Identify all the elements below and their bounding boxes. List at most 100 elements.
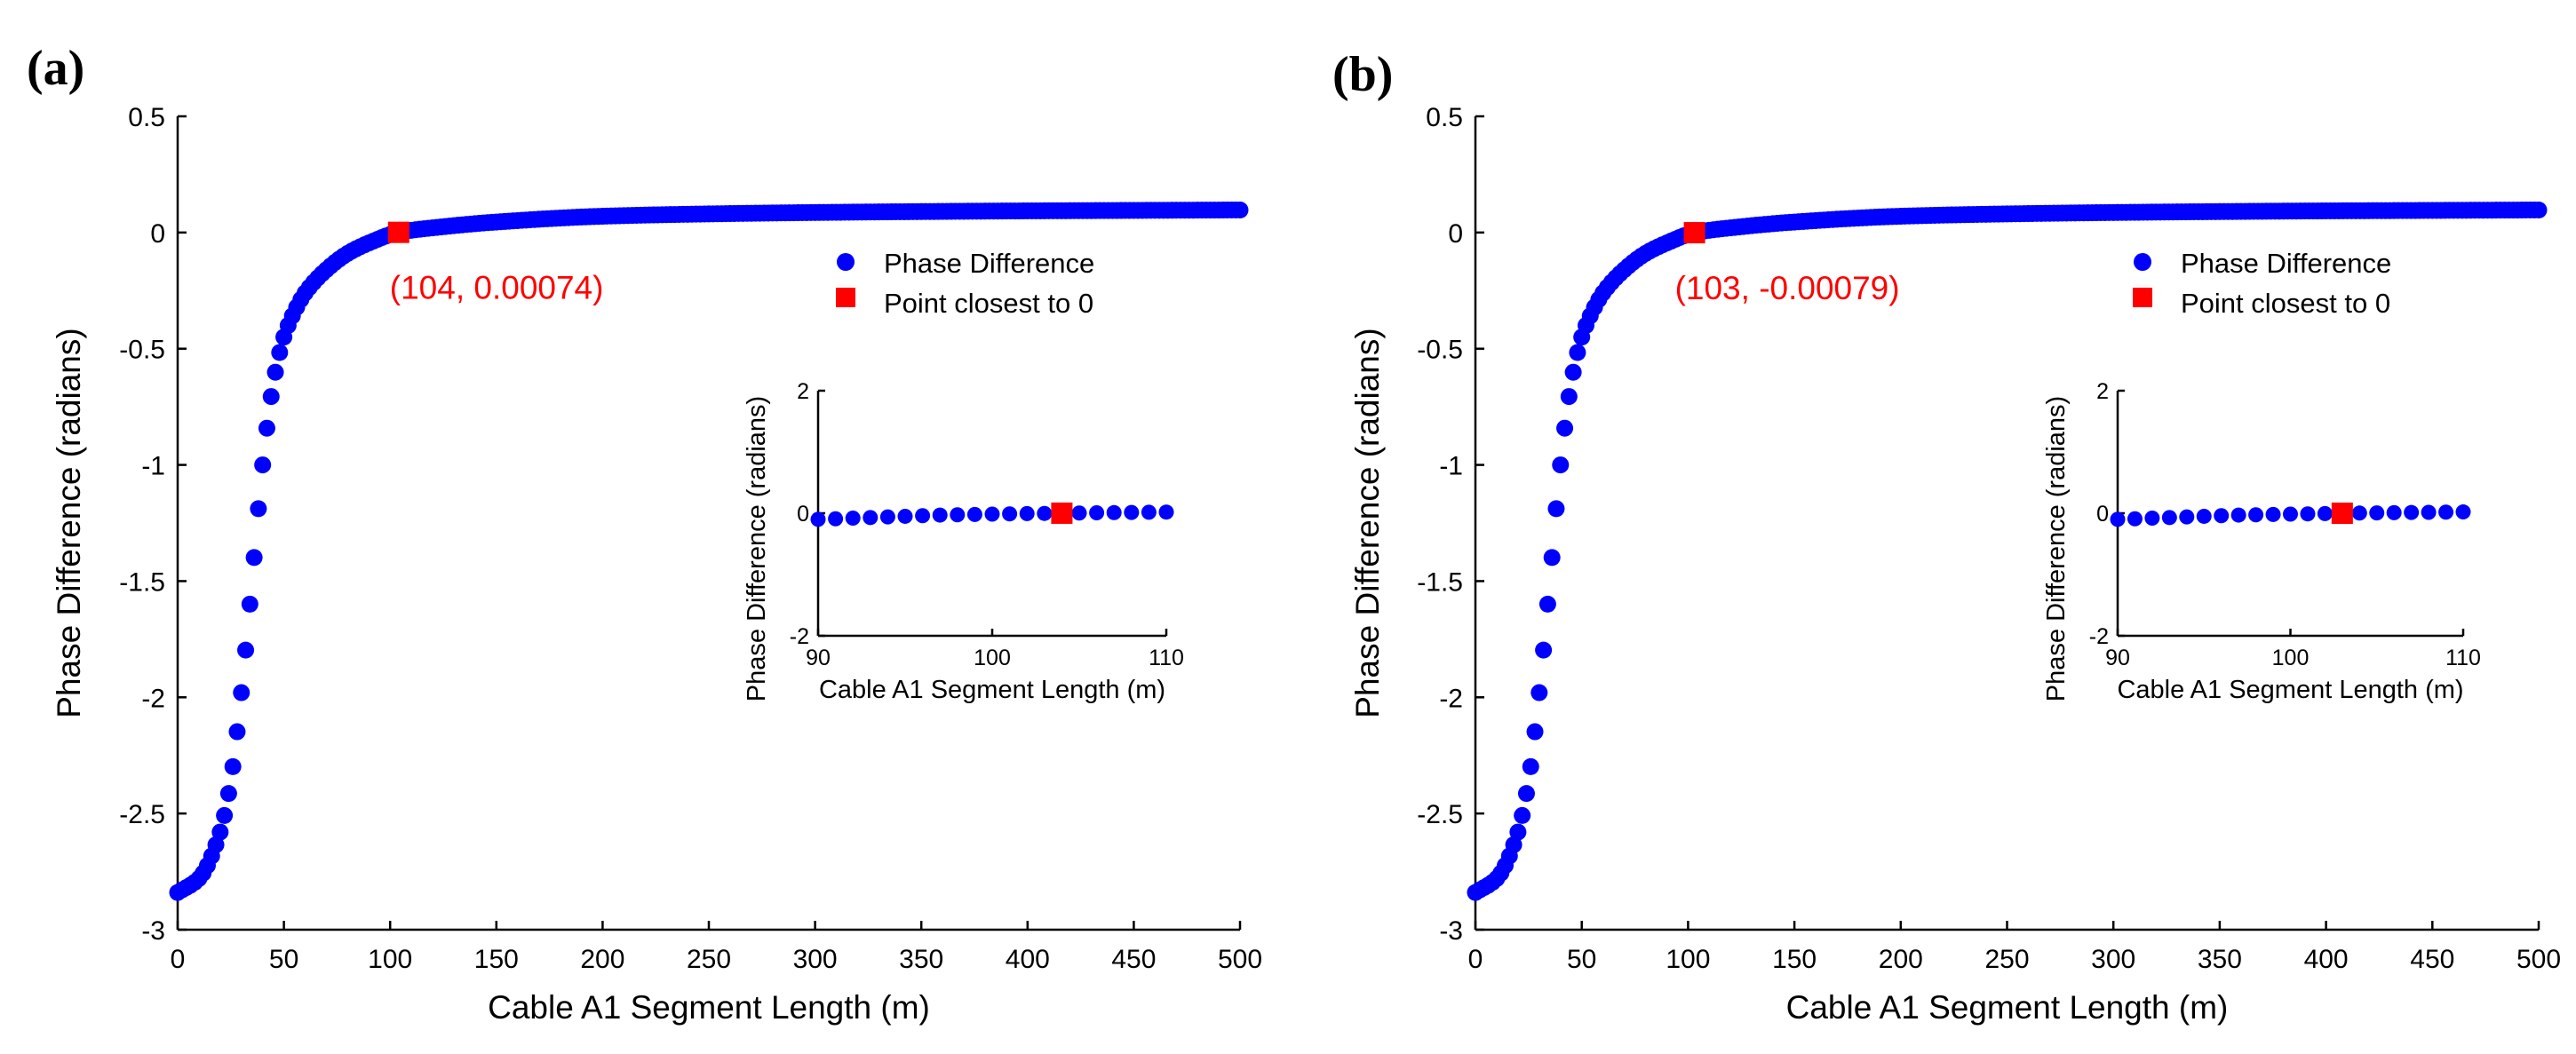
data-point: [258, 419, 275, 437]
data-point: [237, 641, 255, 659]
inset-data-point: [2386, 504, 2402, 520]
x-axis-label: Cable A1 Segment Length (m): [488, 989, 930, 1026]
data-point: [1505, 836, 1523, 853]
y-tick-label: -2: [141, 684, 165, 713]
data-point: [1538, 595, 1556, 613]
x-tick-label: 400: [1006, 945, 1050, 974]
data-point: [1560, 388, 1578, 406]
closest-point-annotation: (103, -0.00079): [1675, 270, 1900, 306]
inset-data-point: [2455, 504, 2471, 520]
inset-data-point: [950, 507, 966, 523]
data-point: [228, 723, 246, 741]
data-point: [207, 836, 225, 853]
y-tick-label: 0.5: [128, 103, 165, 132]
x-tick-label: 50: [269, 945, 298, 974]
inset-x-tick-label: 110: [1149, 646, 1184, 670]
inset-data-point: [2283, 506, 2298, 522]
inset-x-tick-label: 100: [2272, 646, 2310, 670]
inset-data-point: [2404, 504, 2420, 520]
inset-data-point: [2214, 508, 2230, 524]
y-tick-label: -1: [141, 452, 165, 481]
data-point: [245, 549, 263, 567]
data-point: [1517, 785, 1535, 803]
inset-data-point: [879, 509, 895, 525]
inset-closest-point-marker: [2331, 503, 2353, 525]
inset-y-tick-label: 2: [2096, 379, 2109, 404]
y-tick-label: -1: [1439, 452, 1463, 481]
inset-data-point: [845, 511, 861, 527]
x-tick-label: 150: [474, 945, 519, 974]
x-tick-label: 350: [899, 945, 943, 974]
inset-data-point: [2369, 505, 2385, 521]
y-tick-label: -0.5: [119, 336, 165, 365]
inset-closest-point-marker: [1051, 502, 1073, 524]
data-point: [266, 363, 284, 381]
inset-data-point: [915, 508, 931, 524]
y-tick-label: -1.5: [1417, 567, 1463, 597]
closest-point-annotation: (104, 0.00074): [390, 270, 604, 306]
x-tick-label: 200: [580, 945, 624, 974]
legend-label-phase-difference: Phase Difference: [884, 248, 1094, 279]
data-point: [271, 344, 289, 361]
inset-data-point: [828, 511, 844, 527]
panel-b: (b) 0 50 100 150 200 250 300 350 400 450 500 0.5 0 -0.…: [1332, 47, 2561, 1026]
inset-data-point: [1019, 505, 1035, 521]
y-tick-label: 0: [150, 219, 165, 249]
inset-data-point: [966, 506, 982, 522]
data-point: [1522, 757, 1539, 775]
x-tick-label: 450: [2410, 945, 2454, 974]
inset-x-axis-label: Cable A1 Segment Length (m): [819, 676, 1165, 704]
y-tick-label: -3: [141, 916, 165, 946]
series-phase-difference: [169, 201, 1249, 901]
inset-x-tick-label: 100: [974, 646, 1011, 670]
x-tick-label: 100: [368, 945, 412, 974]
x-tick-label: 250: [687, 945, 731, 974]
inset-data-point: [1089, 505, 1105, 521]
inset-data-point: [932, 507, 948, 523]
inset-chart: 90 100 110 2 0 -2 Cable A1 Segment Length (m) P…: [743, 379, 1184, 704]
data-point: [2530, 201, 2548, 218]
inset-data-point: [2196, 508, 2212, 524]
inset-data-point: [2248, 507, 2264, 523]
panel-a: (a) 0 50 100 150 200 250 300 350 400 450 500 0.5 0 -0.…: [27, 41, 1262, 1026]
inset-data-point: [2265, 506, 2281, 522]
data-point: [241, 595, 258, 613]
legend-marker-phase-difference: [837, 253, 855, 271]
inset-data-point: [2161, 510, 2177, 526]
closest-point-marker: [387, 221, 409, 243]
data-point: [233, 684, 250, 701]
inset-y-tick-label: 0: [797, 502, 809, 527]
data-point: [1543, 549, 1561, 567]
inset-data-point: [810, 511, 826, 527]
x-tick-label: 350: [2198, 945, 2242, 974]
data-point: [262, 388, 280, 406]
inset-data-point: [1071, 505, 1087, 521]
inset-data-point: [2438, 504, 2454, 520]
x-tick-label: 50: [1567, 945, 1596, 974]
inset-data-point: [2144, 511, 2160, 527]
x-tick-label: 300: [793, 945, 838, 974]
x-tick-label: 100: [1666, 945, 1710, 974]
series-phase-difference: [1467, 201, 2548, 901]
legend-marker-closest-point: [2133, 288, 2152, 307]
data-point: [1514, 806, 1531, 824]
x-tick-label: 250: [1984, 945, 2029, 974]
y-tick-label: 0: [1448, 219, 1463, 249]
data-point: [216, 806, 234, 824]
inset-data-point: [1124, 504, 1140, 520]
data-point: [1556, 419, 1574, 437]
legend-marker-phase-difference: [2134, 253, 2151, 271]
data-point: [1547, 500, 1565, 518]
data-point: [250, 500, 267, 518]
y-axis-label: Phase Difference (radians): [1349, 328, 1386, 717]
x-tick-label: 400: [2304, 945, 2349, 974]
inset-chart: 90 100 110 2 0 -2 Cable A1 Segment Length (m) P…: [2042, 379, 2481, 704]
data-point: [1535, 641, 1553, 659]
x-tick-label: 200: [1879, 945, 1923, 974]
inset-y-tick-label: -2: [2089, 624, 2109, 649]
inset-data-point: [2351, 505, 2367, 521]
y-tick-label: -2.5: [1417, 800, 1463, 829]
inset-y-axis-label: Phase Difference (radians): [2042, 396, 2071, 701]
data-point: [1552, 456, 1570, 474]
